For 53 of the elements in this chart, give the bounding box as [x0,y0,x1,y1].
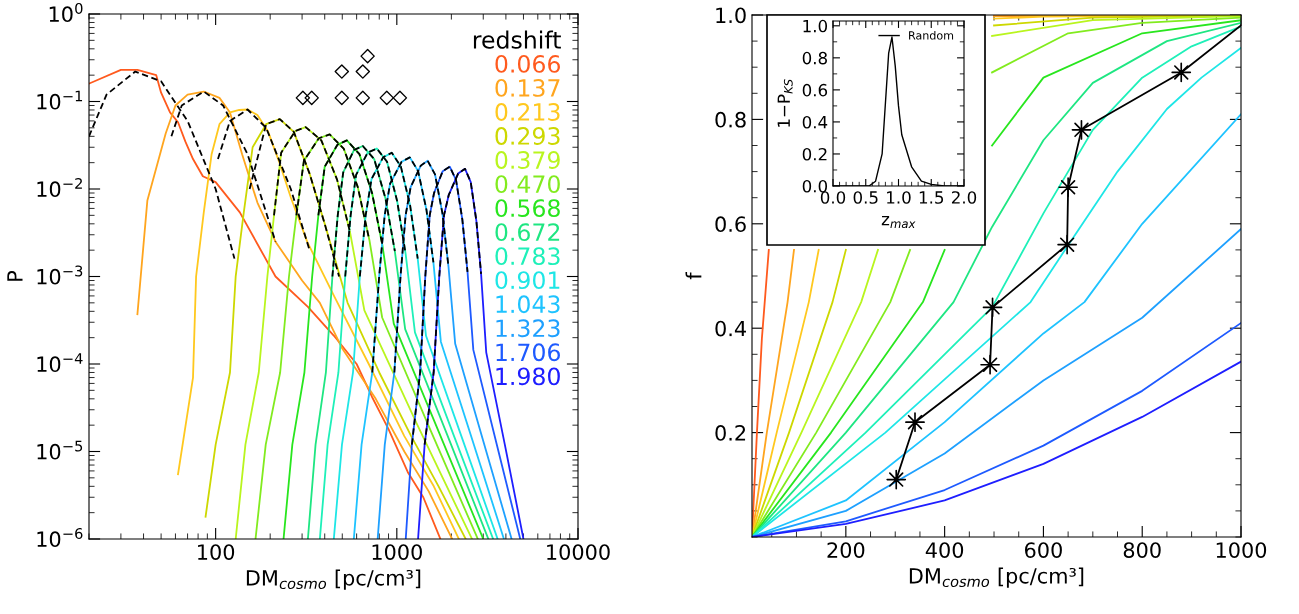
x-tick-label: 200 [827,542,865,558]
x-tick-label: 1.5 [919,191,944,204]
text: 0.293 [495,127,560,145]
y-axis-title: P [7,270,23,281]
x-tick-label: 600 [1025,542,1062,558]
legend-label: Random [909,31,954,40]
y-tick-label: 1.0 [716,7,746,24]
series-label: 1.980 [496,367,560,386]
legend-title: redshift [473,30,561,49]
x-tick-label: 0.5 [853,191,878,204]
x-tick-label: 0.0 [820,191,846,204]
y-tick-label: 0.4 [802,115,828,129]
x-tick-label: 10000 [547,544,610,560]
y-tick-label: 10$^{0}$ [49,2,83,23]
x-tick-label: 1.0 [887,191,911,204]
text: 0.379 [495,151,560,169]
text: 0.470 [495,175,560,193]
text: 0.137 [495,79,560,97]
y-tick-label: 10$^{−3}$ [37,265,83,285]
x-tick-label: 400 [925,542,964,558]
y-tick-label: 10$^{−4}$ [37,353,83,373]
y-tick-label: 0.6 [715,216,746,233]
x-tick-label: 1000 [1216,542,1267,558]
y-tick-label: 0.8 [802,51,827,65]
x-tick-label: 800 [1123,542,1161,558]
y-tick-label: 0.2 [715,425,746,441]
text: 0.066 [495,54,560,73]
y-tick-label: 1.0 [803,19,828,33]
y-tick-label: 10$^{−5}$ [37,440,83,460]
y-tick-label: 10$^{−1}$ [37,90,83,110]
x-axis-title: DM$_{cosmo}$ [pc/cm³] [246,569,421,590]
y-tick-label: 0.4 [715,320,746,337]
x-tick-label: 2.0 [951,191,977,204]
text: 0.783 [495,247,560,266]
y-tick-label: 0.2 [802,147,827,161]
y-tick-label: 10$^{−6}$ [37,527,83,548]
x-axis-title: DM$_{cosmo}$ [pc/cm³] [909,567,1084,588]
text: 0.568 [495,199,560,218]
y-tick-label: 0.6 [802,83,828,97]
y-tick-label: 0.8 [715,111,746,128]
y-tick-label: 10$^{−2}$ [37,177,82,198]
x-tick-label: 100 [198,544,235,560]
series-label: 1.323 [496,319,560,338]
x-axis-title: z$_{max}$ [881,216,916,229]
text: 0.901 [495,271,560,290]
text: 0.213 [495,103,560,121]
y-axis-title: f [685,271,702,280]
text: 1.043 [496,295,560,314]
x-tick-label: 1000 [372,544,422,560]
series-label: 1.706 [496,343,560,362]
text: 0.672 [495,223,560,242]
y-axis-title: 1−P$_{KS}$ [777,79,793,127]
y-tick-label: 0.0 [802,179,828,193]
